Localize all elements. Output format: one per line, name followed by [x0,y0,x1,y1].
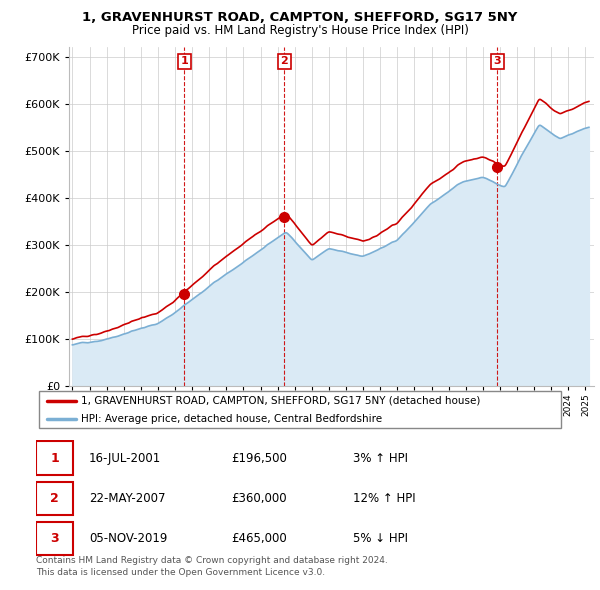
Text: £196,500: £196,500 [232,451,287,465]
Text: 1, GRAVENHURST ROAD, CAMPTON, SHEFFORD, SG17 5NY (detached house): 1, GRAVENHURST ROAD, CAMPTON, SHEFFORD, … [81,396,480,406]
Text: £360,000: £360,000 [232,491,287,505]
Text: 1: 1 [50,451,59,465]
Text: 3% ↑ HPI: 3% ↑ HPI [353,451,408,465]
Text: Price paid vs. HM Land Registry's House Price Index (HPI): Price paid vs. HM Land Registry's House … [131,24,469,37]
Text: 3: 3 [493,56,501,66]
Text: 3: 3 [50,532,59,545]
FancyBboxPatch shape [38,391,562,428]
Text: 05-NOV-2019: 05-NOV-2019 [89,532,167,545]
FancyBboxPatch shape [36,481,73,515]
Text: 5% ↓ HPI: 5% ↓ HPI [353,532,408,545]
Text: 2: 2 [50,491,59,505]
Text: 2: 2 [280,56,288,66]
Text: 16-JUL-2001: 16-JUL-2001 [89,451,161,465]
Text: Contains HM Land Registry data © Crown copyright and database right 2024.
This d: Contains HM Land Registry data © Crown c… [36,556,388,576]
Text: 1: 1 [181,56,188,66]
Text: HPI: Average price, detached house, Central Bedfordshire: HPI: Average price, detached house, Cent… [81,415,382,424]
Text: 22-MAY-2007: 22-MAY-2007 [89,491,166,505]
Text: £465,000: £465,000 [232,532,287,545]
Text: 1, GRAVENHURST ROAD, CAMPTON, SHEFFORD, SG17 5NY: 1, GRAVENHURST ROAD, CAMPTON, SHEFFORD, … [82,11,518,24]
FancyBboxPatch shape [36,522,73,555]
FancyBboxPatch shape [36,441,73,475]
Text: 12% ↑ HPI: 12% ↑ HPI [353,491,415,505]
